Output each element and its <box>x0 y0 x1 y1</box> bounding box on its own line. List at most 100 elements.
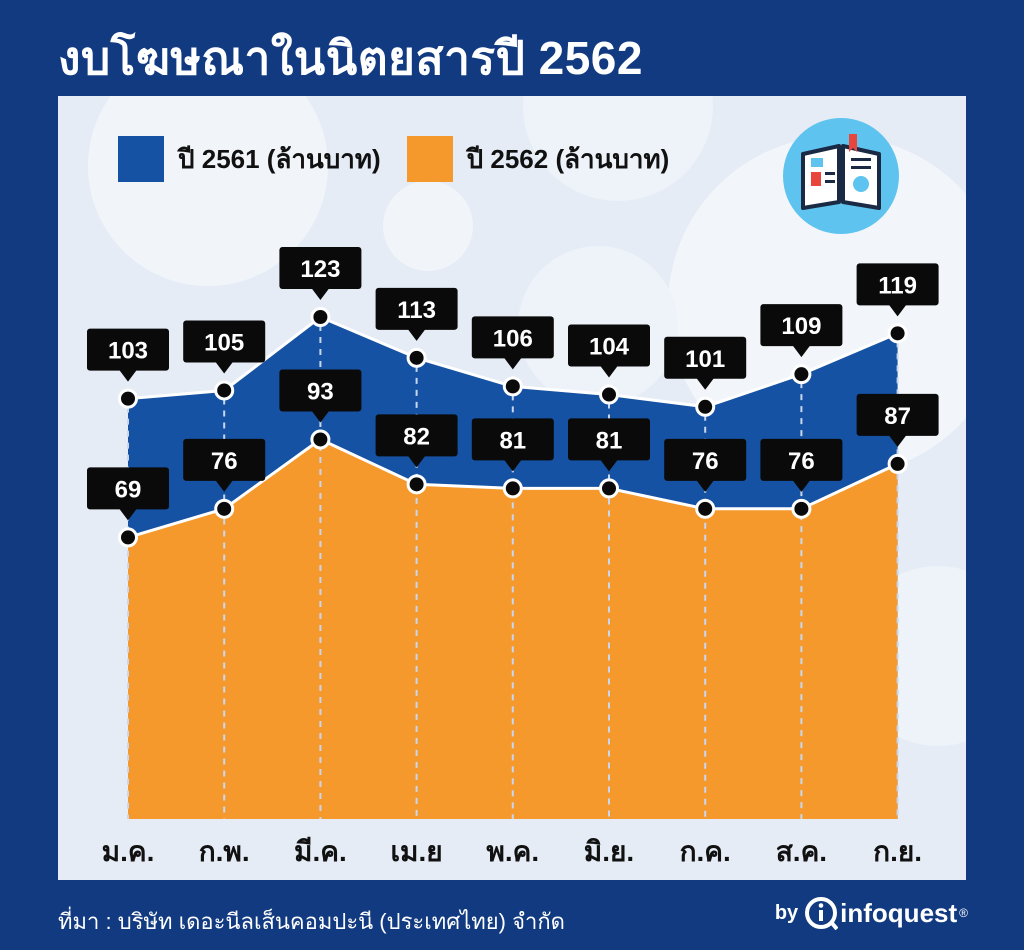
data-label-pointer <box>407 455 426 468</box>
data-label-pointer <box>119 369 137 382</box>
data-point <box>599 384 619 405</box>
data-label-pointer <box>792 345 811 358</box>
x-tick-label: พ.ค. <box>486 836 539 867</box>
x-tick-label: ก.ค. <box>680 836 731 867</box>
data-label-text: 93 <box>307 378 334 405</box>
infoquest-logo-icon <box>805 897 839 930</box>
data-label: 76 <box>183 438 266 492</box>
data-label-box <box>760 304 843 347</box>
x-tick-label: มิ.ย. <box>584 836 634 867</box>
data-label-text: 109 <box>781 313 821 340</box>
data-label: 81 <box>471 418 554 472</box>
data-point <box>887 323 908 344</box>
legend-swatch <box>118 136 164 182</box>
data-label-box <box>664 438 747 481</box>
open-magazine-icon <box>783 118 899 234</box>
legend-item-2562: ปี 2562 (ล้านบาท) <box>406 136 670 182</box>
data-label-text: 81 <box>596 427 623 454</box>
data-label-pointer <box>215 479 234 492</box>
data-label-box <box>471 418 554 461</box>
data-label: 106 <box>471 316 554 370</box>
brand-by-text: by <box>774 901 799 924</box>
data-label-pointer <box>696 479 715 492</box>
data-label: 76 <box>760 438 843 492</box>
data-label-box <box>471 316 554 359</box>
x-tick-label: มี.ค. <box>294 836 347 867</box>
data-label: 119 <box>856 263 939 317</box>
chart-legend: ปี 2561 (ล้านบาท) ปี 2562 (ล้านบาท) <box>118 136 695 182</box>
data-label-box <box>375 287 458 330</box>
data-label-text: 76 <box>788 448 815 475</box>
brand-name: infoquest <box>840 897 958 928</box>
data-label-layer: 103 105 123 113 106 104 101 109 119 69 76 93 82 81 81 7… <box>87 247 939 521</box>
data-label: 105 <box>183 320 266 374</box>
chart-panel: 103 105 123 113 106 104 101 109 119 69 76 93 82 81 81 7… <box>58 96 966 880</box>
data-point <box>791 364 812 385</box>
data-label: 82 <box>375 414 458 468</box>
data-label: 69 <box>87 467 169 521</box>
data-point <box>310 307 331 327</box>
x-tick-label: ส.ค. <box>776 836 827 867</box>
legend-swatch <box>406 136 453 182</box>
data-label-box <box>183 320 266 363</box>
data-label-text: 81 <box>499 427 526 454</box>
data-point <box>118 527 138 548</box>
data-label-text: 87 <box>884 403 911 430</box>
data-label-text: 119 <box>878 272 917 299</box>
data-label: 123 <box>279 247 362 300</box>
data-label-box <box>568 324 650 367</box>
data-label: 87 <box>856 393 939 447</box>
data-label-text: 106 <box>493 325 533 352</box>
data-label-text: 103 <box>108 338 148 365</box>
data-label-box <box>279 369 362 412</box>
data-label-box <box>856 263 939 306</box>
area-chart: 103 105 123 113 106 104 101 109 119 69 76 93 82 81 81 7… <box>87 96 966 867</box>
data-label: 103 <box>87 328 169 382</box>
data-point <box>118 388 138 409</box>
data-point <box>214 498 235 519</box>
data-label-pointer <box>600 365 618 378</box>
data-label-pointer <box>503 459 522 472</box>
data-label-text: 105 <box>204 329 244 356</box>
x-tick-label: ก.ย. <box>873 836 922 867</box>
x-tick-label: เม.ย <box>390 836 442 867</box>
data-point <box>599 478 619 499</box>
data-label-text: 76 <box>692 448 719 475</box>
legend-item-2561: ปี 2561 (ล้านบาท) <box>118 136 381 182</box>
data-label-box <box>87 328 169 371</box>
x-tick-label: ม.ค. <box>102 836 155 867</box>
bubble-decoration <box>523 96 713 201</box>
data-point <box>214 380 235 401</box>
data-label-text: 69 <box>115 476 142 503</box>
legend-label: ปี 2562 (ล้านบาท) <box>466 143 670 174</box>
data-point <box>310 429 331 450</box>
data-label-pointer <box>888 434 907 447</box>
data-point <box>791 498 812 519</box>
data-label-pointer <box>888 304 907 317</box>
data-label-text: 123 <box>300 256 340 283</box>
data-label-text: 76 <box>211 448 238 475</box>
data-label-pointer <box>600 459 618 472</box>
data-label: 101 <box>664 336 747 390</box>
data-label-box <box>279 247 362 289</box>
page-title: งบโฆษณาในนิตยสารปี 2562 <box>58 32 643 84</box>
source-note: ที่มา : บริษัท เดอะนีลเส็นคอมปะนี (ประเท… <box>58 909 565 934</box>
data-label-text: 82 <box>403 423 430 450</box>
x-tick-label: ก.พ. <box>199 836 250 867</box>
data-label-pointer <box>696 377 715 390</box>
data-label-pointer <box>407 328 426 341</box>
point-layer <box>118 307 908 548</box>
data-label-box <box>87 467 169 510</box>
data-point <box>695 498 716 519</box>
data-label: 76 <box>664 438 747 492</box>
data-point <box>502 376 523 397</box>
data-label-box <box>568 418 650 461</box>
legend-label: ปี 2561 (ล้านบาท) <box>178 143 381 174</box>
x-axis-ticks: ม.ค. ก.พ. มี.ค. เม.ย พ.ค. มิ.ย. ก.ค. ส.ค. ก.ย. <box>102 836 922 867</box>
data-label-box <box>183 438 266 481</box>
registered-mark: ® <box>959 906 968 920</box>
data-label-pointer <box>119 508 137 521</box>
data-point <box>695 396 716 417</box>
data-point <box>406 474 427 495</box>
data-label-box <box>760 438 843 481</box>
